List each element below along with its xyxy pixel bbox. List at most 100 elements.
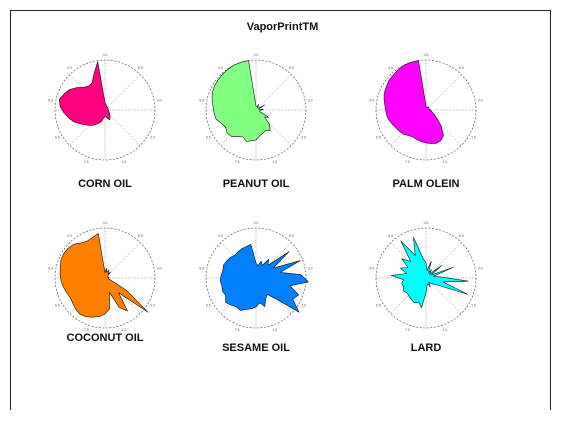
tick-label: 0.0 bbox=[388, 234, 393, 238]
radar-series bbox=[59, 233, 149, 318]
radar-series bbox=[58, 61, 111, 126]
tick-label: 7.5 bbox=[405, 160, 410, 164]
tick-label: 6.5 bbox=[376, 304, 381, 308]
tick-label: 0.0 bbox=[103, 221, 108, 225]
tick-label: 8.0 bbox=[48, 99, 53, 103]
tick-label: 8.0 bbox=[199, 267, 204, 271]
radar-outline bbox=[205, 59, 307, 161]
radar-series bbox=[390, 237, 469, 309]
tick-label: 0.0 bbox=[424, 53, 429, 57]
radar-outline bbox=[375, 227, 477, 329]
tick-label: 3.0 bbox=[157, 99, 162, 103]
tick-label: 2.0 bbox=[301, 304, 306, 308]
page-title: VaporPrintTM bbox=[246, 21, 319, 33]
radar-series bbox=[219, 244, 309, 313]
tick-label: 0.0 bbox=[67, 234, 72, 238]
tick-label: 5.0 bbox=[459, 234, 464, 238]
radar-outline bbox=[375, 59, 477, 161]
tick-label: 6.5 bbox=[55, 304, 60, 308]
chart-label: CORN OIL bbox=[78, 178, 132, 190]
radar-spoke bbox=[425, 277, 462, 314]
tick-label: 0.0 bbox=[254, 221, 259, 225]
tick-label: 6.5 bbox=[376, 136, 381, 140]
radar-spoke bbox=[69, 74, 106, 111]
tick-label: 5.0 bbox=[459, 66, 464, 70]
radar-spoke bbox=[104, 74, 141, 111]
tick-label: 6.5 bbox=[206, 304, 211, 308]
tick-label: 5.0 bbox=[138, 234, 143, 238]
radar-chart: 0.0 5.0 3.0 2.0 1.0 7.5 6.5 8.0 0.0 LARD bbox=[369, 221, 482, 354]
chart-label: LARD bbox=[411, 342, 442, 354]
tick-label: 2.0 bbox=[150, 304, 155, 308]
tick-label: 7.5 bbox=[235, 160, 240, 164]
tick-label: 5.0 bbox=[289, 66, 294, 70]
radar-spoke bbox=[255, 242, 292, 279]
tick-label: 0.0 bbox=[67, 66, 72, 70]
tick-label: 8.0 bbox=[48, 267, 53, 271]
radar-outline bbox=[205, 227, 307, 329]
tick-label: 0.0 bbox=[218, 66, 223, 70]
tick-label: 0.0 bbox=[388, 66, 393, 70]
tick-label: 5.0 bbox=[138, 66, 143, 70]
tick-label: 0.0 bbox=[254, 53, 259, 57]
tick-label: 8.0 bbox=[199, 99, 204, 103]
radar-spoke bbox=[220, 277, 257, 314]
radar-spoke bbox=[390, 277, 427, 314]
radar-spoke bbox=[220, 242, 257, 279]
radar-spoke bbox=[69, 109, 106, 146]
tick-label: 0.0 bbox=[103, 53, 108, 57]
tick-label: 7.5 bbox=[84, 160, 89, 164]
radar-spoke bbox=[425, 242, 462, 279]
radar-chart: 0.0 5.0 3.0 2.0 1.0 7.5 6.5 8.0 0.0 SESAME OIL bbox=[199, 221, 312, 354]
tick-label: 1.0 bbox=[121, 160, 126, 164]
chart-label: SESAME OIL bbox=[222, 342, 290, 354]
tick-label: 7.5 bbox=[84, 328, 89, 332]
radar-spoke bbox=[104, 109, 141, 146]
tick-label: 2.0 bbox=[471, 136, 476, 140]
tick-label: 3.0 bbox=[308, 99, 313, 103]
radar-outline bbox=[54, 227, 156, 329]
tick-label: 7.5 bbox=[405, 328, 410, 332]
radar-spoke bbox=[104, 277, 141, 314]
tick-label: 3.0 bbox=[478, 99, 483, 103]
radar-spoke bbox=[220, 109, 257, 146]
tick-label: 2.0 bbox=[150, 136, 155, 140]
tick-label: 6.5 bbox=[55, 136, 60, 140]
tick-label: 3.0 bbox=[157, 267, 162, 271]
radar-spoke bbox=[255, 277, 292, 314]
chart-label: PALM OLEIN bbox=[392, 178, 459, 190]
radar-outline bbox=[54, 59, 156, 161]
tick-label: 8.0 bbox=[369, 99, 374, 103]
radar-spoke bbox=[425, 109, 462, 146]
tick-label: 1.0 bbox=[442, 328, 447, 332]
tick-label: 3.0 bbox=[478, 267, 483, 271]
tick-label: 2.0 bbox=[471, 304, 476, 308]
tick-label: 8.0 bbox=[369, 267, 374, 271]
tick-label: 0.0 bbox=[218, 234, 223, 238]
radar-chart: 0.0 5.0 3.0 2.0 1.0 7.5 6.5 8.0 0.0 PALM OLEIN bbox=[369, 53, 482, 190]
radar-chart: 0.0 5.0 3.0 2.0 1.0 7.5 6.5 8.0 0.0 PEANUT OIL bbox=[199, 53, 312, 190]
tick-label: 5.0 bbox=[289, 234, 294, 238]
tick-label: 1.0 bbox=[442, 160, 447, 164]
radar-chart: 0.0 5.0 3.0 2.0 1.0 7.5 6.5 8.0 0.0 CORN OIL bbox=[48, 53, 161, 190]
radar-series bbox=[211, 60, 271, 142]
tick-label: 7.5 bbox=[235, 328, 240, 332]
radar-chart: 0.0 5.0 3.0 2.0 1.0 7.5 6.5 8.0 0.0 COCONUT OIL bbox=[48, 221, 161, 344]
radar-spoke bbox=[255, 109, 292, 146]
radar-spoke bbox=[104, 242, 141, 279]
chart-label: COCONUT OIL bbox=[67, 332, 144, 344]
tick-label: 1.0 bbox=[121, 328, 126, 332]
tick-label: 0.0 bbox=[424, 221, 429, 225]
radar-series bbox=[383, 60, 444, 144]
radar-spoke bbox=[390, 109, 427, 146]
tick-label: 1.0 bbox=[272, 328, 277, 332]
radar-spoke bbox=[425, 74, 462, 111]
tick-label: 6.5 bbox=[206, 136, 211, 140]
tick-label: 2.0 bbox=[301, 136, 306, 140]
chart-label: PEANUT OIL bbox=[223, 178, 290, 190]
radar-spoke bbox=[255, 74, 292, 111]
tick-label: 3.0 bbox=[308, 267, 313, 271]
radar-spoke bbox=[390, 242, 427, 279]
tick-label: 1.0 bbox=[272, 160, 277, 164]
